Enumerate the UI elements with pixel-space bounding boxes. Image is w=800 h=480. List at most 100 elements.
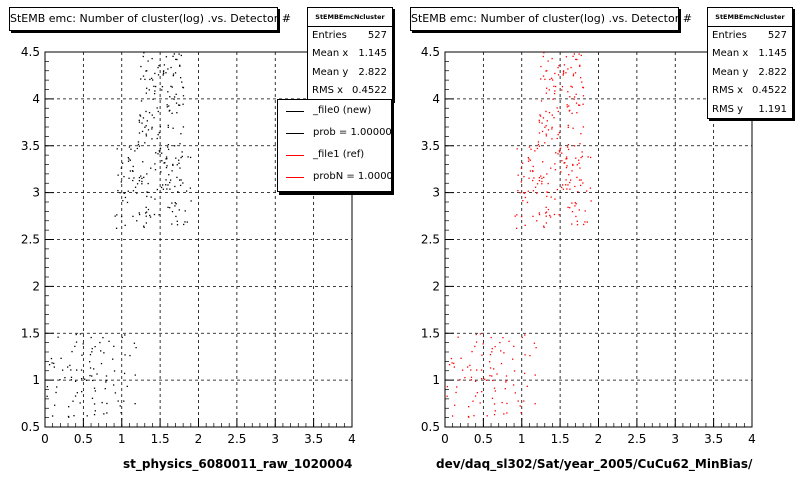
left-data-point	[167, 126, 169, 128]
right-data-point	[555, 85, 557, 88]
left-data-point	[166, 106, 168, 108]
right-data-point	[571, 86, 573, 88]
left-data-point	[138, 132, 141, 134]
right-data-point	[501, 401, 503, 404]
right-data-point	[528, 146, 531, 148]
right-data-point	[517, 174, 519, 176]
right-data-point	[508, 340, 510, 342]
left-data-point	[132, 179, 134, 182]
right-data-point	[523, 175, 525, 178]
left-data-point	[75, 341, 78, 343]
right-data-point	[543, 52, 545, 54]
right-data-point	[524, 224, 526, 227]
left-data-point	[176, 176, 178, 179]
right-data-point	[572, 163, 574, 166]
left-data-point	[134, 402, 136, 405]
right-data-point	[516, 214, 518, 216]
right-data-point	[565, 156, 568, 158]
right-data-point	[521, 162, 524, 164]
left-data-point	[140, 100, 143, 102]
right-data-point	[565, 72, 567, 74]
left-data-point	[151, 57, 153, 60]
right-data-point	[551, 114, 553, 116]
left-data-point	[56, 386, 58, 388]
left-y-tick-label: 4.5	[21, 45, 40, 59]
left-data-point	[190, 200, 192, 202]
left-data-point	[143, 226, 145, 229]
right-data-point	[533, 177, 535, 179]
right-data-point	[553, 117, 555, 119]
right-data-point	[584, 221, 586, 223]
right-data-point	[547, 182, 549, 185]
left-data-point	[165, 158, 167, 160]
right-data-point	[538, 132, 541, 134]
left-data-point	[144, 212, 147, 214]
left-data-point	[151, 138, 153, 140]
left-stats-row: Entries 527	[308, 27, 392, 45]
right-data-point	[580, 179, 582, 181]
right-data-point	[474, 380, 477, 382]
right-data-point	[481, 354, 483, 356]
left-data-point	[179, 65, 181, 67]
left-data-point	[116, 148, 118, 150]
left-data-point	[134, 374, 136, 376]
right-data-point	[519, 405, 521, 407]
right-data-point	[453, 362, 455, 365]
right-data-point	[556, 188, 559, 191]
left-data-point	[150, 167, 152, 169]
right-data-point	[589, 187, 592, 189]
left-data-point	[165, 179, 167, 181]
left-x-tick-label: 1	[118, 432, 126, 446]
stats-label: Mean x	[712, 48, 749, 60]
right-data-point	[579, 143, 581, 145]
left-data-point	[46, 395, 48, 397]
left-data-point	[126, 201, 129, 204]
right-data-point	[579, 65, 581, 67]
left-data-point	[172, 163, 174, 166]
right-data-point	[532, 215, 534, 218]
right-data-point	[541, 183, 543, 185]
left-data-point	[136, 192, 138, 194]
right-data-point	[527, 156, 529, 159]
left-data-point	[155, 85, 157, 88]
left-data-point	[189, 187, 192, 189]
left-data-point	[138, 212, 140, 214]
left-stats-row: Mean y 2.822	[308, 64, 392, 82]
right-data-point	[547, 208, 550, 211]
legend-swatch	[286, 155, 304, 156]
right-data-point	[473, 415, 475, 417]
right-y-tick-label: 3.5	[421, 139, 440, 153]
left-data-point	[143, 176, 145, 179]
left-data-point	[184, 221, 186, 223]
left-data-point	[70, 379, 73, 381]
left-x-tick-label: 3.5	[304, 432, 323, 446]
right-data-point	[555, 152, 557, 154]
right-data-point	[557, 66, 559, 69]
right-data-point	[589, 156, 592, 159]
right-data-point	[493, 403, 496, 405]
right-data-point	[559, 126, 562, 128]
right-data-point	[526, 385, 528, 388]
right-data-point	[564, 161, 566, 164]
right-data-point	[551, 128, 553, 130]
stats-label: RMS x	[712, 85, 744, 97]
left-data-point	[61, 369, 64, 371]
right-data-point	[554, 72, 556, 75]
right-data-point	[546, 87, 548, 89]
right-data-point	[544, 142, 546, 144]
right-data-point	[538, 212, 540, 214]
left-data-point	[148, 89, 150, 91]
right-data-point	[563, 162, 565, 164]
left-data-point	[147, 60, 149, 62]
right-data-point	[567, 148, 570, 151]
right-data-point	[475, 341, 478, 343]
right-data-point	[491, 397, 494, 399]
left-data-point	[53, 366, 55, 368]
left-data-point	[141, 177, 143, 180]
left-data-point	[117, 400, 119, 402]
right-data-point	[576, 164, 578, 166]
right-data-point	[545, 222, 547, 224]
left-data-point	[154, 198, 156, 200]
left-data-point	[167, 124, 169, 127]
left-data-point	[175, 157, 177, 159]
